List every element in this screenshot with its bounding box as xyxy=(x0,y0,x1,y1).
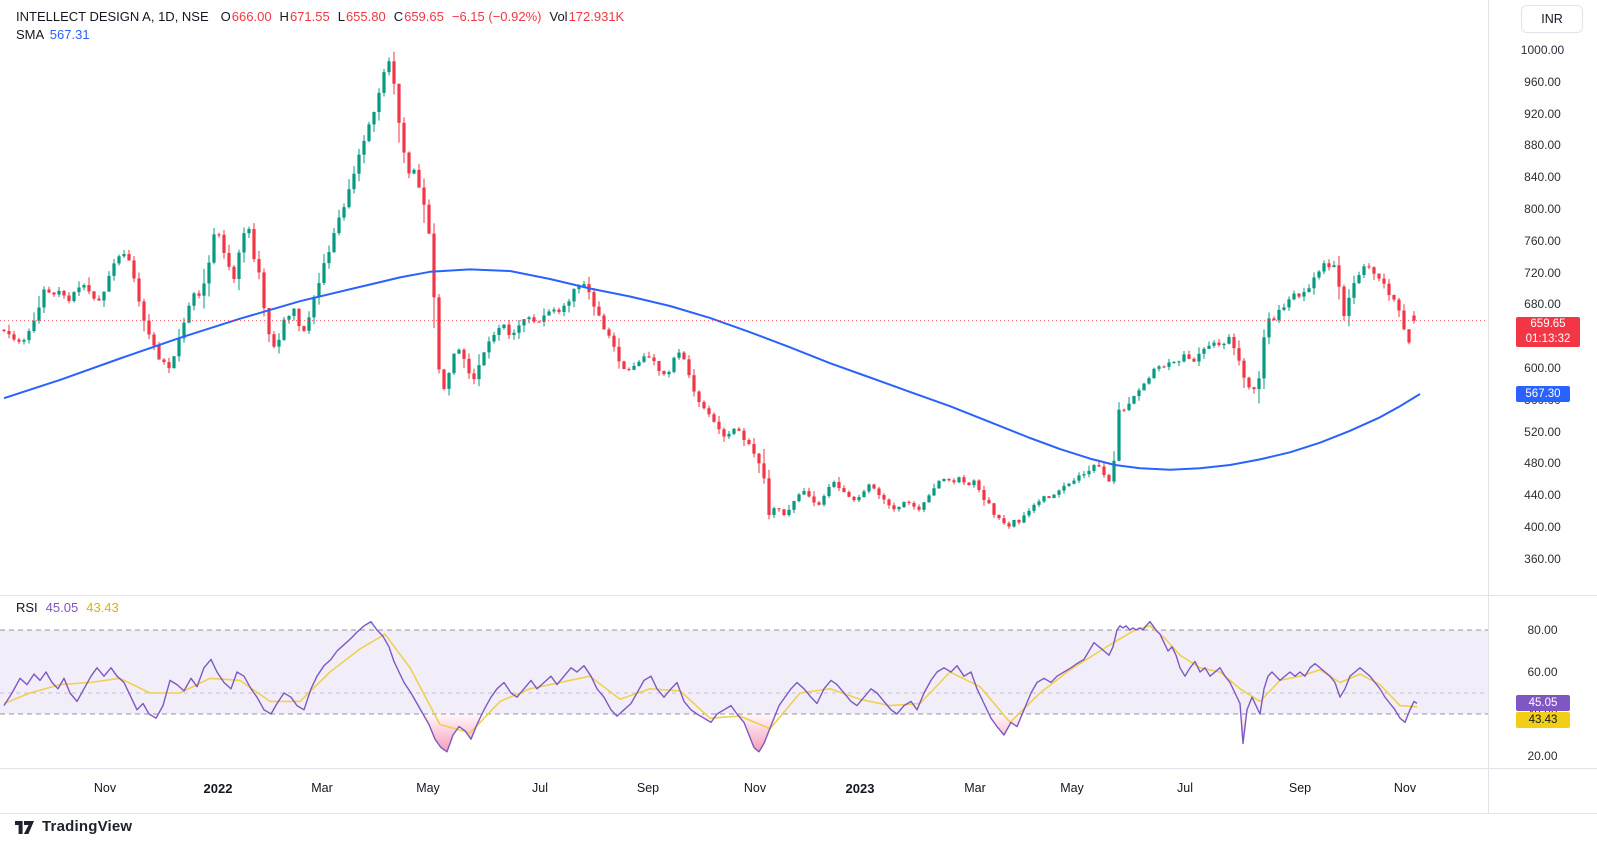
price-axis-border xyxy=(1488,0,1489,813)
time-axis-label: Mar xyxy=(311,781,333,795)
rsi-value: 45.05 xyxy=(45,600,79,615)
rsi-line xyxy=(3,620,1418,753)
price-axis-label: 960.00 xyxy=(1524,74,1561,89)
change-value: −6.15 (−0.92%) xyxy=(451,9,542,24)
price-axis-label: 600.00 xyxy=(1524,361,1561,375)
sma-legend[interactable]: SMA 567.31 xyxy=(16,27,90,42)
price-axis-label: 680.00 xyxy=(1524,297,1561,312)
time-axis-label: Jul xyxy=(532,781,548,795)
time-axis-label: Nov xyxy=(1393,781,1417,795)
rsi-axis-label: 80.00 xyxy=(1527,623,1558,637)
last-price-badge: 659.65 01:13:32 xyxy=(1516,316,1580,347)
ohlc-low: L 655.80 xyxy=(337,9,386,24)
price-axis-label: 360.00 xyxy=(1524,551,1561,566)
price-axis-label: 880.00 xyxy=(1524,138,1561,153)
rsi-ma-line xyxy=(3,624,1418,734)
currency-button[interactable]: INR xyxy=(1521,5,1583,33)
last-price-value: 659.65 xyxy=(1530,317,1566,330)
symbol-title: INTELLECT DESIGN A, 1D, NSE xyxy=(16,9,209,24)
chart-bottom-border xyxy=(0,813,1597,814)
time-axis-label: Mar xyxy=(964,781,986,795)
price-axis-label: 760.00 xyxy=(1524,233,1561,248)
rsi-ma-value-badge: 43.43 xyxy=(1516,712,1570,729)
time-axis-top-border xyxy=(0,768,1597,769)
time-axis-label: Sep xyxy=(1288,781,1312,795)
time-axis-label: Nov xyxy=(93,781,117,795)
time-axis-label: Nov xyxy=(743,781,767,795)
ohlc-close: C 659.65 xyxy=(393,9,444,24)
volume: Vol 172.931K xyxy=(549,9,625,24)
time-axis[interactable]: Nov 2022 Mar May Jul Sep Nov 2023 Mar May Jul Sep No… xyxy=(0,768,1488,813)
time-axis-label: May xyxy=(416,781,440,795)
price-axis-label: 480.00 xyxy=(1524,456,1561,471)
bar-countdown: 01:13:32 xyxy=(1525,332,1571,345)
time-axis-label: May xyxy=(1060,781,1084,795)
price-axis-label: 720.00 xyxy=(1524,265,1561,280)
tradingview-wordmark: TradingView xyxy=(42,818,133,835)
tradingview-logo-icon xyxy=(15,821,34,834)
time-axis-label: Sep xyxy=(636,781,660,795)
sma-line xyxy=(3,268,1421,471)
price-axis-label: 440.00 xyxy=(1524,488,1561,503)
price-axis[interactable]: INR 1000.00 960.00 920.00 880.00 840.00 800.0… xyxy=(1488,0,1597,813)
tradingview-attribution[interactable]: TradingView xyxy=(14,818,132,835)
price-axis-label: 840.00 xyxy=(1524,170,1561,185)
time-axis-label: 2023 xyxy=(845,781,875,796)
rsi-axis-label: 60.00 xyxy=(1527,665,1558,679)
ohlc-open: O 666.00 xyxy=(220,9,272,24)
time-axis-label: Jul xyxy=(1177,781,1193,795)
sma-price-badge: 567.30 xyxy=(1516,385,1570,402)
price-axis-label: 920.00 xyxy=(1524,106,1561,121)
price-axis-label: 400.00 xyxy=(1524,520,1561,534)
ohlc-high: H 671.55 xyxy=(279,9,330,24)
price-axis-label: 800.00 xyxy=(1524,202,1561,216)
chart-canvas[interactable] xyxy=(0,0,1488,813)
pane-separator[interactable] xyxy=(0,595,1597,596)
rsi-band-fill xyxy=(0,630,1488,714)
time-axis-label: 2022 xyxy=(203,781,233,796)
price-axis-label: 520.00 xyxy=(1524,424,1561,439)
price-axis-label: 1000.00 xyxy=(1520,43,1565,57)
rsi-ma-value: 43.43 xyxy=(86,600,119,615)
rsi-axis-label: 20.00 xyxy=(1527,749,1558,763)
symbol-legend[interactable]: INTELLECT DESIGN A, 1D, NSE O 666.00 H 671… xyxy=(16,9,624,24)
rsi-legend[interactable]: RSI 45.05 43.43 xyxy=(16,600,119,615)
rsi-value-badge: 45.05 xyxy=(1516,695,1570,712)
candlestick-series xyxy=(2,51,1416,529)
sma-item: SMA 567.31 xyxy=(16,27,90,42)
rsi-title: RSI xyxy=(16,600,38,615)
